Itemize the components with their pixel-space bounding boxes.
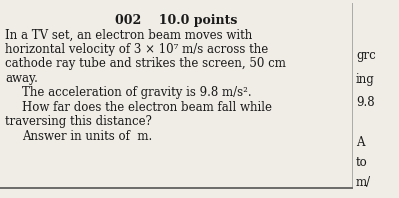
Text: 002    10.0 points: 002 10.0 points bbox=[115, 14, 237, 27]
Text: m/: m/ bbox=[356, 176, 371, 189]
Text: In a TV set, an electron beam moves with: In a TV set, an electron beam moves with bbox=[5, 28, 252, 41]
Text: away.: away. bbox=[5, 72, 38, 85]
Text: to: to bbox=[356, 156, 368, 169]
Text: 9.8: 9.8 bbox=[356, 96, 375, 109]
Text: A: A bbox=[356, 136, 365, 149]
Text: Answer in units of  m.: Answer in units of m. bbox=[22, 130, 152, 143]
Text: ing: ing bbox=[356, 73, 375, 86]
Text: How far does the electron beam fall while: How far does the electron beam fall whil… bbox=[22, 101, 272, 114]
Text: traversing this distance?: traversing this distance? bbox=[5, 115, 152, 128]
Text: grc: grc bbox=[356, 49, 376, 62]
Text: horizontal velocity of 3 × 10⁷ m/s across the: horizontal velocity of 3 × 10⁷ m/s acros… bbox=[5, 43, 268, 56]
Text: cathode ray tube and strikes the screen, 50 cm: cathode ray tube and strikes the screen,… bbox=[5, 57, 286, 70]
Text: The acceleration of gravity is 9.8 m/s².: The acceleration of gravity is 9.8 m/s². bbox=[22, 86, 252, 99]
